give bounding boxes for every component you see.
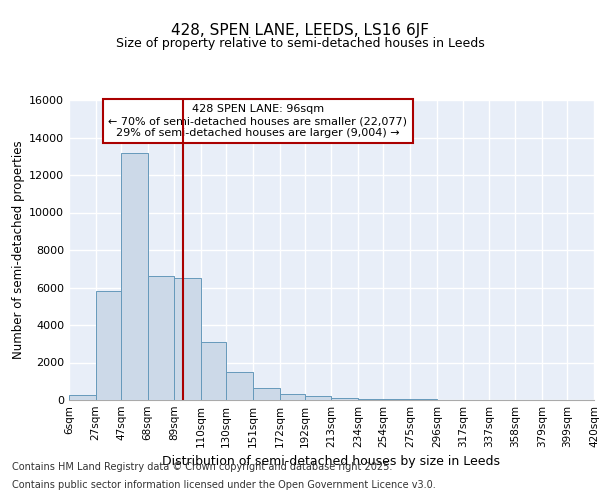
Bar [148,276,174,400]
Bar [358,398,383,400]
Bar [201,342,226,400]
X-axis label: Distribution of semi-detached houses by size in Leeds: Distribution of semi-detached houses by … [163,456,500,468]
Text: 428 SPEN LANE: 96sqm
← 70% of semi-detached houses are smaller (22,077)
29% of s: 428 SPEN LANE: 96sqm ← 70% of semi-detac… [109,104,407,138]
Text: Size of property relative to semi-detached houses in Leeds: Size of property relative to semi-detach… [116,38,484,51]
Bar [280,394,305,400]
Bar [226,372,253,400]
Bar [69,395,95,400]
Y-axis label: Number of semi-detached properties: Number of semi-detached properties [12,140,25,360]
Bar [331,398,358,400]
Text: 428, SPEN LANE, LEEDS, LS16 6JF: 428, SPEN LANE, LEEDS, LS16 6JF [171,22,429,38]
Bar [305,396,331,400]
Bar [95,291,121,400]
Bar [121,152,148,400]
Bar [253,388,280,400]
Text: Contains HM Land Registry data © Crown copyright and database right 2025.: Contains HM Land Registry data © Crown c… [12,462,392,472]
Text: Contains public sector information licensed under the Open Government Licence v3: Contains public sector information licen… [12,480,436,490]
Bar [174,278,201,400]
Bar [383,399,410,400]
